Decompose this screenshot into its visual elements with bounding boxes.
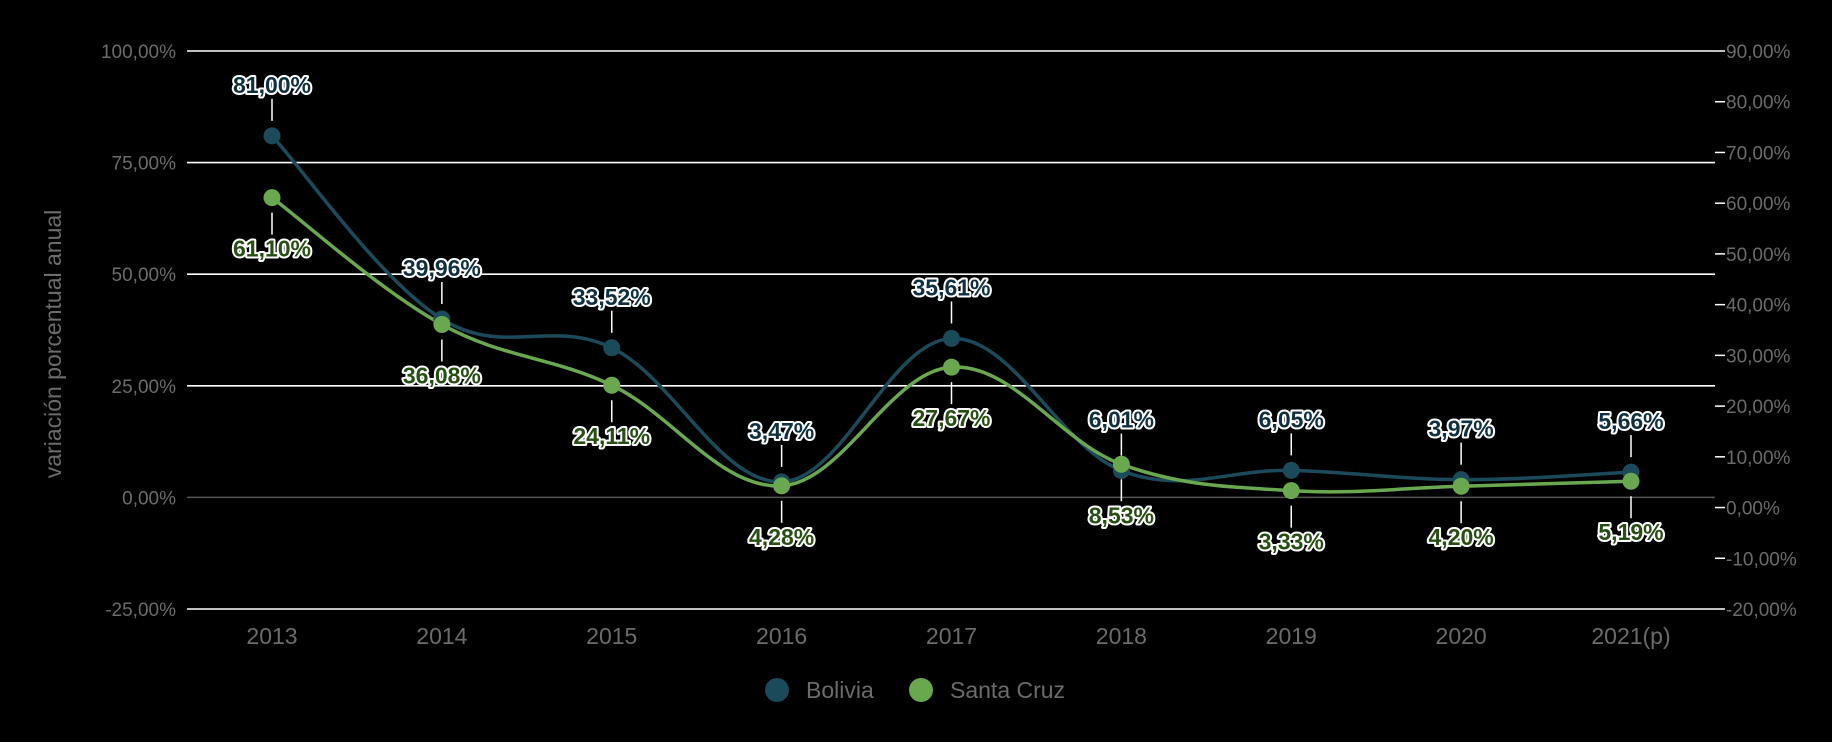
x-tick-label: 2015 <box>586 623 637 649</box>
data-label-santa-cruz: 24,11% <box>573 423 650 449</box>
y-tick-right: 60,00% <box>1726 194 1791 215</box>
data-label-santa-cruz: 5,19% <box>1598 519 1663 545</box>
data-point-santa-cruz <box>263 189 281 207</box>
data-label-bolivia: 3,97% <box>1429 416 1494 442</box>
data-label-bolivia: 35,61% <box>912 274 990 300</box>
data-point-santa-cruz <box>603 376 621 394</box>
y-tick-right: 70,00% <box>1726 143 1791 164</box>
legend-bolivia-label: Bolivia <box>806 677 874 703</box>
legend-santa-cruz-marker[interactable] <box>909 678 933 702</box>
data-label-bolivia: 3,47% <box>749 418 814 444</box>
data-label-santa-cruz: 8,53% <box>1089 502 1154 528</box>
data-point-santa-cruz <box>1622 472 1640 490</box>
data-label-bolivia: 81,00% <box>233 72 311 98</box>
x-tick-label: 2014 <box>416 623 467 649</box>
y-axis-label: variación porcentual anual <box>40 210 66 479</box>
data-label-santa-cruz: 3,33% <box>1259 529 1324 555</box>
y-tick-right: 30,00% <box>1726 346 1791 367</box>
data-label-bolivia: 6,01% <box>1089 407 1154 433</box>
data-label-bolivia: 33,52% <box>573 284 651 310</box>
data-point-bolivia <box>603 339 621 357</box>
data-label-santa-cruz: 36,08% <box>403 363 481 389</box>
x-tick-label: 2020 <box>1436 623 1487 649</box>
data-point-bolivia <box>263 127 281 145</box>
y-tick-right: 20,00% <box>1726 397 1791 418</box>
data-point-bolivia <box>1282 461 1300 479</box>
data-point-santa-cruz <box>773 477 791 495</box>
x-tick-label: 2019 <box>1266 623 1317 649</box>
y-tick-left: -25,00% <box>105 600 176 621</box>
y-tick-left: 100,00% <box>101 42 176 63</box>
data-label-santa-cruz: 4,28% <box>749 524 814 550</box>
y-tick-left: 50,00% <box>112 265 177 286</box>
legend-santa-cruz-label: Santa Cruz <box>950 677 1065 703</box>
y-tick-right: 90,00% <box>1726 42 1791 63</box>
x-tick-label: 2013 <box>246 623 297 649</box>
legend-bolivia-marker[interactable] <box>765 678 789 702</box>
x-tick-label: 2016 <box>756 623 807 649</box>
data-label-santa-cruz: 27,67% <box>912 405 990 431</box>
data-point-santa-cruz <box>1452 477 1470 495</box>
data-label-santa-cruz: 61,10% <box>233 236 311 262</box>
y-tick-right: 10,00% <box>1726 448 1791 469</box>
data-point-santa-cruz <box>1112 455 1130 473</box>
y-tick-right: 50,00% <box>1726 245 1791 266</box>
y-tick-right: 80,00% <box>1726 93 1791 114</box>
data-label-bolivia: 5,66% <box>1598 408 1663 434</box>
data-label-bolivia: 39,96% <box>403 255 481 281</box>
data-point-santa-cruz <box>943 358 960 376</box>
y-tick-right: 0,00% <box>1726 499 1780 520</box>
y-tick-left: 0,00% <box>122 488 176 509</box>
data-point-santa-cruz <box>1282 482 1300 500</box>
series-line-bolivia <box>270 134 1632 484</box>
y-tick-left: 75,00% <box>112 154 177 175</box>
data-point-santa-cruz <box>433 316 451 334</box>
x-tick-label: 2021(p) <box>1591 623 1670 649</box>
y-tick-right: -10,00% <box>1726 549 1797 570</box>
x-tick-label: 2018 <box>1096 623 1147 649</box>
x-tick-label: 2017 <box>926 623 977 649</box>
y-tick-right: 40,00% <box>1726 296 1791 317</box>
data-point-bolivia <box>943 329 960 347</box>
data-label-santa-cruz: 4,20% <box>1429 524 1494 550</box>
y-tick-left: 25,00% <box>112 377 177 398</box>
y-tick-right: -20,00% <box>1726 600 1797 621</box>
data-label-bolivia: 6,05% <box>1259 406 1324 432</box>
